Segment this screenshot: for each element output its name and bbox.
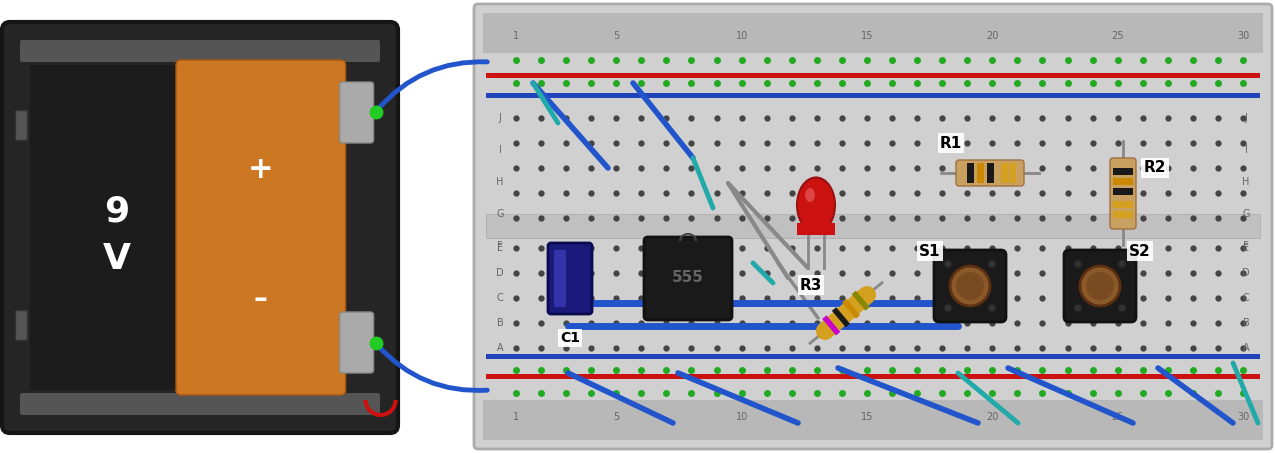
Text: 15: 15 — [861, 412, 873, 422]
Bar — [486, 354, 1260, 359]
Text: F: F — [497, 241, 502, 251]
Bar — [483, 13, 1264, 53]
Text: G: G — [1242, 209, 1250, 219]
Text: A: A — [497, 343, 504, 353]
Bar — [486, 93, 1260, 98]
FancyBboxPatch shape — [1065, 250, 1136, 322]
FancyBboxPatch shape — [555, 250, 566, 307]
Circle shape — [988, 304, 996, 312]
FancyBboxPatch shape — [644, 237, 732, 320]
Text: D: D — [496, 268, 504, 278]
Circle shape — [1080, 266, 1119, 306]
Text: I: I — [1244, 145, 1247, 155]
Circle shape — [1074, 304, 1082, 312]
Text: F: F — [1243, 241, 1248, 251]
Text: 5: 5 — [613, 412, 620, 422]
Text: 25: 25 — [1112, 412, 1123, 422]
Bar — [1113, 188, 1133, 195]
Text: V: V — [102, 242, 130, 276]
Text: C: C — [497, 293, 504, 303]
FancyBboxPatch shape — [3, 22, 398, 433]
Circle shape — [988, 260, 996, 268]
Text: D: D — [1242, 268, 1250, 278]
Text: 30: 30 — [1237, 31, 1250, 41]
FancyBboxPatch shape — [20, 393, 380, 415]
Circle shape — [1118, 304, 1126, 312]
FancyBboxPatch shape — [20, 40, 380, 62]
FancyBboxPatch shape — [474, 4, 1272, 449]
FancyBboxPatch shape — [339, 312, 374, 373]
Text: 1: 1 — [513, 412, 519, 422]
Text: 15: 15 — [861, 31, 873, 41]
Bar — [1113, 211, 1133, 218]
Bar — [797, 223, 835, 235]
Bar — [486, 73, 1260, 78]
Bar — [15, 110, 27, 140]
Text: 10: 10 — [736, 412, 747, 422]
Text: J: J — [1244, 113, 1247, 123]
Bar — [977, 163, 984, 183]
Bar — [1001, 163, 1009, 183]
Text: +: + — [247, 154, 274, 183]
Bar — [1113, 201, 1133, 208]
Circle shape — [956, 272, 984, 300]
FancyBboxPatch shape — [956, 160, 1024, 186]
Circle shape — [1086, 272, 1114, 300]
Text: E: E — [497, 243, 504, 253]
Circle shape — [944, 304, 952, 312]
Text: C: C — [1243, 293, 1250, 303]
Text: R3: R3 — [799, 278, 822, 293]
Text: 5: 5 — [613, 31, 620, 41]
Bar — [15, 310, 27, 340]
Text: 20: 20 — [986, 31, 998, 41]
Text: –: – — [254, 285, 268, 313]
Circle shape — [950, 266, 989, 306]
Text: S1: S1 — [919, 244, 941, 259]
Bar — [987, 163, 994, 183]
Text: 9: 9 — [103, 195, 129, 229]
Circle shape — [944, 260, 952, 268]
Text: B: B — [1243, 318, 1250, 328]
Text: H: H — [496, 177, 504, 187]
Text: R1: R1 — [940, 135, 963, 150]
Bar — [486, 214, 1260, 238]
Circle shape — [1118, 260, 1126, 268]
Text: E: E — [1243, 243, 1250, 253]
Ellipse shape — [805, 188, 815, 202]
Bar — [1009, 163, 1016, 183]
Text: C1: C1 — [560, 331, 580, 345]
FancyBboxPatch shape — [935, 250, 1006, 322]
Text: R2: R2 — [1144, 160, 1167, 175]
Text: 10: 10 — [736, 31, 747, 41]
Ellipse shape — [797, 178, 835, 232]
Text: I: I — [499, 145, 501, 155]
Bar — [966, 163, 974, 183]
Text: 25: 25 — [1112, 31, 1123, 41]
Text: B: B — [497, 318, 504, 328]
Text: 555: 555 — [672, 270, 704, 285]
Bar — [1113, 168, 1133, 175]
Bar — [483, 400, 1264, 440]
FancyBboxPatch shape — [339, 82, 374, 143]
Bar — [31, 65, 228, 390]
Text: H: H — [1242, 177, 1250, 187]
Text: 30: 30 — [1237, 412, 1250, 422]
Bar — [1113, 178, 1133, 185]
Circle shape — [1074, 260, 1082, 268]
Text: A: A — [1243, 343, 1250, 353]
Text: 1: 1 — [513, 31, 519, 41]
Text: G: G — [496, 209, 504, 219]
Text: S2: S2 — [1130, 244, 1151, 259]
FancyBboxPatch shape — [1111, 158, 1136, 229]
FancyBboxPatch shape — [176, 60, 346, 395]
Bar — [486, 374, 1260, 379]
Text: 20: 20 — [986, 412, 998, 422]
FancyBboxPatch shape — [548, 243, 592, 314]
Text: J: J — [499, 113, 501, 123]
